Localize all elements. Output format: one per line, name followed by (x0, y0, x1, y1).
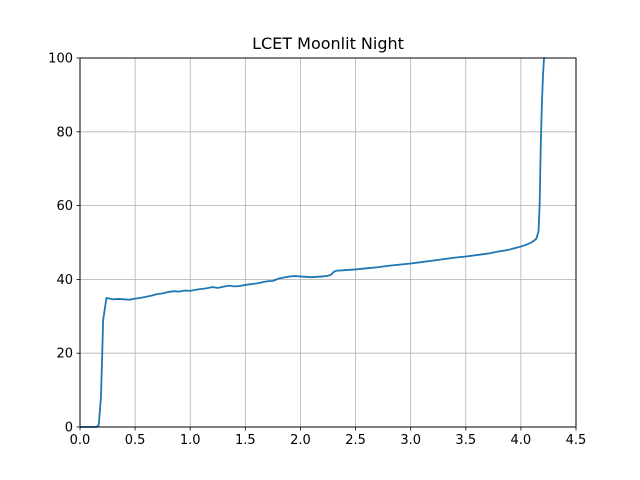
x-tick-label: 3.5 (455, 433, 476, 448)
x-tick-label: 1.5 (235, 433, 256, 448)
y-tick-label: 0 (65, 421, 73, 436)
y-tick-label: 100 (48, 52, 73, 67)
axis-ticks: 0.0 0.5 1.0 1.5 2.0 2.5 3.0 3.5 4.0 4.5 0 20 40 60 80 1… (48, 52, 586, 449)
series-line (80, 57, 545, 428)
series-layer (80, 57, 545, 428)
plot-area-frame (79, 57, 577, 428)
y-tick-label: 80 (56, 125, 73, 140)
y-tick-label: 40 (56, 273, 73, 288)
x-tick-label: 4.0 (511, 433, 532, 448)
x-tick-label: 0.0 (70, 433, 91, 448)
y-tick-label: 60 (56, 199, 73, 214)
x-tick-label: 0.5 (125, 433, 146, 448)
x-tick-label: 2.0 (290, 433, 311, 448)
x-tick-label: 4.5 (566, 433, 587, 448)
chart-title: LCET Moonlit Night (252, 34, 404, 53)
x-tick-label: 2.5 (345, 433, 366, 448)
y-tick-label: 20 (56, 347, 73, 362)
x-tick-label: 3.0 (400, 433, 421, 448)
x-tick-label: 1.0 (180, 433, 201, 448)
